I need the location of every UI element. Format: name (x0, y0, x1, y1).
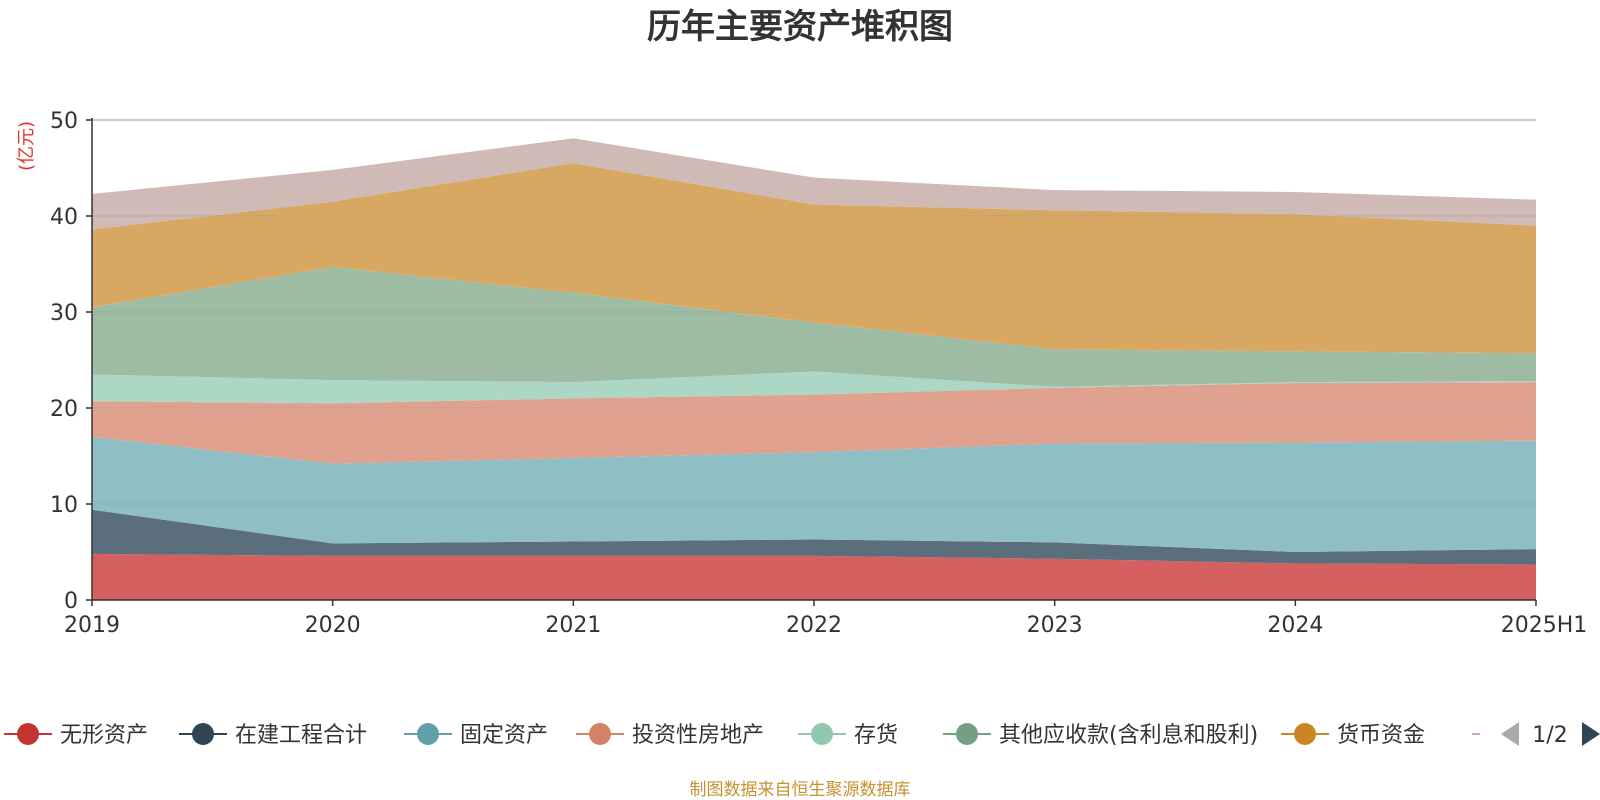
y-axis-unit-label: (亿元) (16, 121, 37, 171)
legend-prev-page-icon[interactable] (1501, 722, 1519, 746)
source-note: 制图数据来自恒生聚源数据库 (690, 780, 911, 800)
y-tick-label: 20 (50, 397, 78, 422)
legend-marker (417, 723, 439, 745)
legend-marker (1294, 723, 1316, 745)
area-series-4 (92, 382, 1536, 464)
legend-marker (811, 723, 833, 745)
chart-title: 历年主要资产堆积图 (647, 7, 953, 47)
x-tick-label: 2020 (305, 613, 361, 638)
area-series-2 (92, 509, 1536, 565)
legend-marker (589, 723, 611, 745)
y-tick-label: 0 (64, 589, 78, 614)
x-tick-label: 2025H1 (1501, 613, 1588, 638)
legend-item-2[interactable]: 在建工程合计 (179, 723, 367, 748)
legend: 无形资产 在建工程合计 固定资产 投资性房地产 存货 其他应收款(含利息和股利) 货币资金 1… (4, 722, 1600, 748)
legend-label: 在建工程合计 (235, 723, 367, 748)
x-tick-label: 2021 (545, 613, 601, 638)
area-series-1 (92, 553, 1536, 600)
legend-item-7[interactable]: 货币资金 (1281, 723, 1425, 748)
x-tick-label: 2022 (786, 613, 842, 638)
x-tick-label: 2024 (1267, 613, 1323, 638)
axes: 0 10 20 30 40 50 2019 2020 2021 2022 2023 2024 2025H… (50, 109, 1587, 638)
legend-page-indicator: 1/2 (1532, 723, 1567, 748)
legend-next-page-icon[interactable] (1582, 722, 1600, 746)
legend-label: 固定资产 (460, 723, 548, 748)
y-tick-label: 50 (50, 109, 78, 134)
x-tick-label: 2023 (1027, 613, 1083, 638)
y-tick-label: 40 (50, 205, 78, 230)
stacked-areas (92, 138, 1536, 600)
legend-item-4[interactable]: 投资性房地产 (576, 723, 764, 748)
legend-item-1[interactable]: 无形资产 (4, 723, 148, 748)
legend-label: 投资性房地产 (632, 723, 764, 748)
legend-item-3[interactable]: 固定资产 (404, 723, 548, 748)
legend-marker (192, 723, 214, 745)
legend-label: 其他应收款(含利息和股利) (999, 723, 1258, 748)
legend-marker (17, 723, 39, 745)
y-tick-label: 30 (50, 301, 78, 326)
legend-label: 无形资产 (60, 723, 148, 748)
area-series-8 (92, 138, 1536, 230)
y-tick-label: 10 (50, 493, 78, 518)
x-tick-label: 2019 (64, 613, 120, 638)
legend-item-5[interactable]: 存货 (798, 723, 898, 748)
area-series-7 (92, 163, 1536, 354)
legend-label: 货币资金 (1337, 723, 1425, 748)
legend-item-6[interactable]: 其他应收款(含利息和股利) (943, 723, 1258, 748)
area-series-3 (92, 436, 1536, 552)
area-series-6 (92, 266, 1536, 387)
legend-marker (956, 723, 978, 745)
area-series-5 (92, 371, 1536, 404)
legend-label: 存货 (854, 723, 898, 748)
